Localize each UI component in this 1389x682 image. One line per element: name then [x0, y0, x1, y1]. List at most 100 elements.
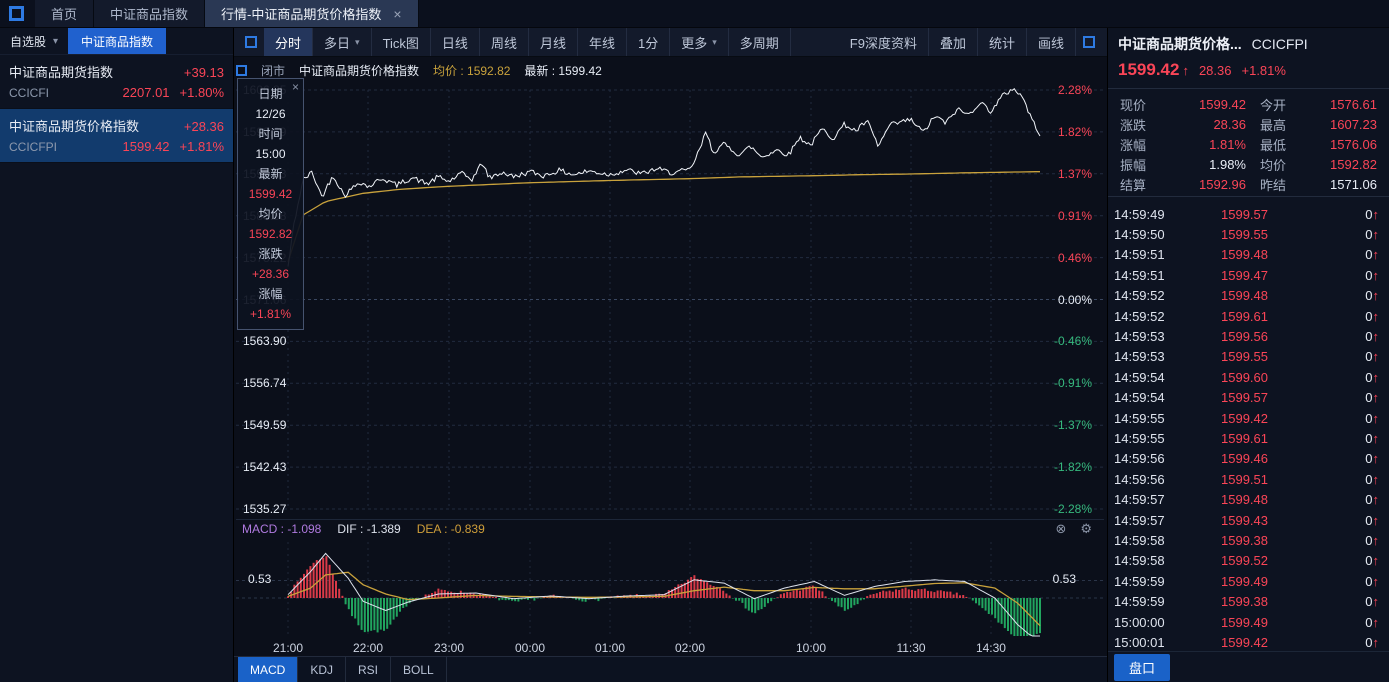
toolbar-item-label: 画线: [1037, 35, 1064, 51]
tool-buttons: F9深度资料 叠加 统计 画线: [839, 28, 1076, 56]
toolbar-item[interactable]: Tick图: [372, 28, 431, 56]
tooltip-value: +1.81%: [249, 307, 292, 321]
tick-volume-value: 0: [1365, 349, 1373, 365]
watchlist-item[interactable]: 中证商品期货指数 +39.13 CCICFI 2207.01 +1.80%: [0, 55, 233, 109]
chevron-down-icon: ▾: [712, 36, 717, 47]
tick-volume-value: 0: [1365, 532, 1373, 548]
arrow-up-icon: ↑: [1372, 553, 1380, 569]
x-axis-time-label: 10:00: [796, 641, 827, 655]
toolbar-item-label: F9深度资料: [849, 35, 917, 51]
indicator-tab[interactable]: BOLL: [391, 657, 447, 682]
close-circle-icon[interactable]: ⊗: [1055, 521, 1067, 536]
toolbar-item[interactable]: 分时: [264, 28, 314, 56]
quote-panel-footer: 盘口: [1108, 651, 1389, 682]
quote-field-label: 涨跌: [1120, 117, 1147, 133]
quote-change-pct: +1.81%: [1241, 63, 1286, 78]
tick-volume: 0↑: [1268, 390, 1381, 405]
tick-time: 14:59:51: [1114, 267, 1165, 283]
toolbar-item[interactable]: 叠加: [929, 28, 978, 56]
tooltip-label: 均价: [258, 207, 283, 221]
chart-toolbar-left: 分时 多日 ▾ Tick图 日线 周线 月线 年线 1分 更多 ▾ 多周期: [238, 28, 791, 56]
tab-quote-detail[interactable]: 行情-中证商品期货价格指数 ×: [205, 0, 419, 27]
tick-price: 1599.56: [1221, 329, 1268, 345]
tick-volume: 0↑: [1268, 207, 1381, 222]
toolbar-item[interactable]: 年线: [578, 28, 627, 56]
quote-field-value: 28.36: [1213, 116, 1246, 132]
tick-volume: 0↑: [1268, 492, 1381, 507]
tab-commodity-index-label: 中证商品指数: [110, 7, 189, 22]
tick-volume: 0↑: [1268, 594, 1381, 609]
app-logo-icon[interactable]: [9, 6, 24, 21]
x-axis-time-label: 00:00: [514, 641, 545, 655]
tick-time: 14:59:55: [1114, 430, 1165, 446]
tick-volume: 0↑: [1268, 451, 1381, 466]
tick-time: 14:59:54: [1114, 390, 1165, 406]
toolbar-item[interactable]: 日线: [431, 28, 480, 56]
arrow-up-icon: ↑: [1372, 206, 1380, 222]
toolbar-item[interactable]: 画线: [1027, 28, 1076, 56]
instrument-pct: +1.80%: [179, 85, 224, 100]
arrow-up-icon: ↑: [1372, 532, 1380, 548]
tick-volume-value: 0: [1365, 573, 1373, 589]
toolbar-item[interactable]: 周线: [480, 28, 529, 56]
tick-price: 1599.42: [1221, 634, 1268, 650]
tick-row: 14:59:50 1599.55 0↑: [1114, 224, 1381, 244]
arrow-up-icon: ↑: [1372, 267, 1380, 283]
order-book-button[interactable]: 盘口: [1114, 653, 1171, 681]
chart-area[interactable]: [234, 57, 1107, 656]
avg-price-readout: 均价 : 1592.82: [433, 63, 511, 78]
panel-toggle-icon[interactable]: [236, 64, 247, 76]
tick-volume: 0↑: [1268, 309, 1381, 324]
watchlist-group-dropdown[interactable]: 自选股 ▾: [0, 28, 68, 54]
indicator-tab[interactable]: KDJ: [298, 657, 347, 682]
toolbar-item[interactable]: 统计: [978, 28, 1027, 56]
quote-instrument-name: 中证商品期货价格...: [1118, 36, 1242, 52]
close-tab-icon[interactable]: ×: [393, 5, 402, 22]
macd-chart[interactable]: [236, 540, 1104, 638]
tick-volume-value: 0: [1365, 492, 1373, 508]
tick-time: 15:00:00: [1114, 614, 1165, 630]
tick-price: 1599.42: [1221, 410, 1268, 426]
macd-axis-label-right: 0.53: [1052, 572, 1076, 586]
arrow-up-icon: ↑: [1372, 329, 1380, 345]
tick-price: 1599.49: [1221, 573, 1268, 589]
quote-change: 28.36: [1198, 63, 1232, 78]
watchlist-item-line2: CCICFPI 1599.42 +1.81%: [9, 135, 224, 154]
tab-commodity-index[interactable]: 中证商品指数: [94, 0, 206, 27]
tick-volume: 0↑: [1268, 329, 1381, 344]
x-axis-time-label: 21:00: [272, 641, 304, 655]
tab-home[interactable]: 首页: [35, 0, 95, 27]
chart-header: 闭市 中证商品期货价格指数 均价 : 1592.82 最新 : 1599.42: [236, 61, 602, 79]
watchlist-tab-commodity-index[interactable]: 中证商品指数: [68, 28, 167, 54]
toolbar-item[interactable]: 月线: [529, 28, 578, 56]
quote-field-value: 1592.96: [1199, 176, 1246, 192]
tick-volume: 0↑: [1268, 288, 1381, 303]
x-axis-time-label: 22:00: [352, 641, 384, 655]
tick-price: 1599.61: [1221, 430, 1268, 446]
gear-icon[interactable]: ⚙: [1080, 521, 1092, 536]
tick-volume-value: 0: [1365, 288, 1373, 304]
close-icon[interactable]: ×: [291, 80, 299, 94]
tick-price: 1599.57: [1221, 390, 1268, 406]
tick-time: 14:59:52: [1114, 308, 1165, 324]
toolbar-item[interactable]: 多日 ▾: [313, 28, 372, 56]
layout-icon[interactable]: [245, 36, 257, 48]
quote-field-value: 1576.06: [1330, 136, 1377, 152]
toolbar-item[interactable]: 多周期: [729, 28, 791, 56]
tick-row: 14:59:53 1599.56 0↑: [1114, 326, 1381, 346]
quote-field-row: 涨跌 28.36 最高 1607.23: [1120, 114, 1377, 134]
toolbar-item[interactable]: 更多 ▾: [670, 28, 729, 56]
tick-price: 1599.46: [1221, 451, 1268, 467]
x-axis-time-label: 23:00: [433, 641, 465, 655]
indicator-tab[interactable]: MACD: [238, 657, 299, 682]
price-chart[interactable]: [236, 80, 1104, 516]
watchlist-item[interactable]: 中证商品期货价格指数 +28.36 CCICFPI 1599.42 +1.81%: [0, 109, 233, 163]
toolbar-item[interactable]: 1分: [627, 28, 671, 56]
toolbar-item[interactable]: F9深度资料: [839, 28, 929, 56]
instrument-code: CCICFI: [9, 86, 49, 100]
tick-volume-value: 0: [1365, 329, 1373, 345]
instrument-price: 2207.01: [122, 85, 170, 100]
indicator-tab[interactable]: RSI: [346, 657, 392, 682]
tick-row: 14:59:58 1599.38 0↑: [1114, 530, 1381, 550]
multi-window-icon[interactable]: [1083, 36, 1095, 48]
